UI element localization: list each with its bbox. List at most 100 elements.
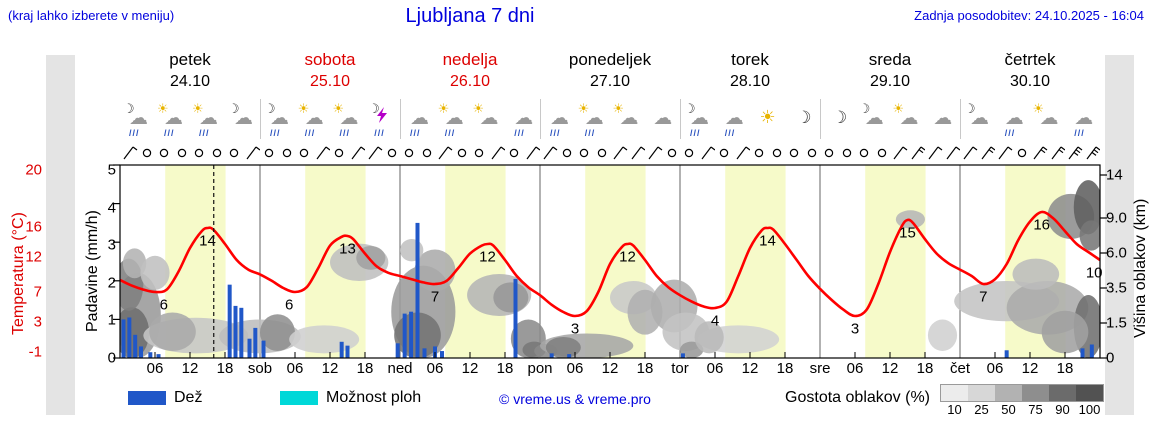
- temperature-value-label: 13: [339, 241, 356, 258]
- cloud-tick-label: 1.5: [1106, 314, 1127, 332]
- temperature-value-label: 6: [160, 297, 168, 314]
- rain-marks-icon: ///: [410, 128, 421, 138]
- day-header: sreda 29.10: [820, 50, 960, 96]
- cloud-blob: [400, 239, 424, 262]
- wind-glyph: [648, 146, 663, 159]
- day-header: četrtek 30.10: [960, 50, 1100, 96]
- cloud-icon: ☁: [514, 108, 534, 129]
- x-day-label: pon: [527, 360, 553, 377]
- rain-marks-icon: ///: [129, 128, 140, 138]
- sun-icon: ☀: [332, 101, 345, 116]
- cloud-blob: [694, 321, 724, 354]
- x-day-label: ned: [387, 360, 413, 377]
- x-day-label: sre: [809, 360, 831, 377]
- wind-glyph: [246, 146, 260, 159]
- wind-calm-icon: [558, 140, 576, 163]
- weather-icon-cloud-rain: ☁///: [996, 99, 1031, 139]
- x-hour-label: 06: [706, 360, 724, 377]
- wind-glyph: [142, 148, 151, 157]
- rain-bar: [680, 353, 685, 358]
- icon-day-group: ☽ ☁///☁///☀ ☽: [680, 99, 820, 139]
- wind-barb-icon: [435, 140, 453, 163]
- x-hour-label: 18: [356, 360, 374, 377]
- density-value: 90: [1055, 402, 1070, 417]
- wind-calm-icon: [225, 140, 243, 163]
- temperature-value-label: 10: [1086, 265, 1103, 282]
- wind-glyph: [509, 148, 519, 157]
- temperature-value-label: 12: [479, 249, 496, 266]
- precip-tick-label: 1: [107, 311, 116, 329]
- sun-icon: ☀: [612, 101, 625, 116]
- day-name: četrtek: [1004, 50, 1056, 69]
- wind-calm-icon: [383, 140, 401, 163]
- weather-icon-moon-storm-rain: ☽ ///: [365, 99, 400, 139]
- x-hour-label: 18: [636, 360, 654, 377]
- rain-bar: [395, 343, 400, 358]
- wind-calm-icon: [330, 140, 348, 163]
- weather-icon-cloud-rain: ☁///: [541, 99, 576, 139]
- weather-icon-moon: ☽: [785, 99, 820, 139]
- temperature-value-label: 14: [759, 233, 776, 250]
- weather-icon-cloud-rain: ☁///: [1065, 99, 1100, 139]
- wind-calm-icon: [278, 140, 296, 163]
- x-day-label: čet: [949, 360, 971, 377]
- wind-glyph: [981, 146, 995, 159]
- rain-marks-icon: ///: [584, 128, 596, 138]
- weather-icon-moon-cloud-rain: ☽ ☁///: [681, 99, 716, 139]
- sun-icon: ☀: [472, 101, 485, 116]
- wind-barb-icon: [523, 140, 541, 163]
- cloud-blob: [1079, 220, 1100, 251]
- rain-bar: [227, 284, 232, 358]
- day-name: sobota: [304, 50, 356, 69]
- x-hour-label: 06: [986, 360, 1004, 377]
- weather-icon-cloud: ☁: [645, 99, 680, 139]
- daylight-band: [865, 165, 926, 358]
- wind-glyph: [631, 146, 645, 159]
- cloud-icon: ☁: [129, 108, 148, 129]
- rain-bar: [549, 353, 554, 358]
- moon-icon: ☽: [858, 101, 871, 116]
- rain-bar: [415, 222, 420, 358]
- left-gray-strip: [46, 55, 75, 415]
- rain-bar: [121, 319, 126, 358]
- plot-svg: 6 14 6 13 7 12 3 12 4 14 3 15 7 16 10: [113, 164, 1107, 359]
- temperature-value-label: 6: [285, 297, 293, 314]
- day-name: ponedeljek: [568, 50, 652, 69]
- temperature-value-label: 14: [199, 233, 216, 250]
- cloud-icon: ☁: [410, 108, 429, 129]
- wind-glyph: [911, 146, 925, 159]
- wind-barb-icon: [995, 140, 1013, 163]
- wind-glyph: [998, 146, 1013, 159]
- temperature-value-label: 3: [851, 321, 859, 338]
- wind-glyph: [754, 148, 764, 157]
- weather-icon-moon-cloud-rain: ☽ ☁///: [120, 99, 155, 139]
- density-value: 25: [974, 402, 989, 417]
- moon-icon: ☽: [368, 101, 380, 116]
- wind-calm-icon: [138, 140, 156, 163]
- cloud-tick-label: 14: [1106, 166, 1123, 184]
- wind-glyph: [562, 148, 571, 157]
- wind-calm-icon: [680, 140, 698, 163]
- rain-marks-icon: ///: [690, 128, 701, 138]
- weather-icon-sun-cloud: ☀ ☁: [1031, 99, 1066, 139]
- density-swatch: [1022, 385, 1049, 401]
- precip-tick-label: 0: [107, 349, 116, 367]
- wind-glyph: [613, 146, 628, 159]
- wind-calm-icon: [838, 140, 856, 163]
- cloud-height-axis-title: Višina oblakov (km): [1132, 198, 1149, 338]
- moon-icon: ☽: [832, 108, 848, 127]
- wind-glyph: [736, 146, 750, 159]
- rain-bar: [440, 351, 444, 358]
- moon-icon: ☽: [796, 108, 812, 127]
- showers-legend-swatch: [280, 391, 318, 405]
- x-hour-label: 18: [496, 360, 514, 377]
- density-swatch: [1049, 385, 1076, 401]
- wind-calm-icon: [663, 140, 681, 163]
- cloud-icon: ☁: [199, 108, 218, 129]
- weather-icon-sun-cloud: ☀ ☁: [891, 99, 926, 139]
- cloud-icon: ☁: [1004, 108, 1024, 129]
- icon-day-group: ☽ ☁ ☁///☀ ☁ ☁///: [960, 99, 1100, 139]
- cloud-icon: ☁: [619, 108, 639, 129]
- wind-glyph: [772, 148, 781, 157]
- copyright-link[interactable]: © vreme.us & vreme.pro: [499, 391, 651, 407]
